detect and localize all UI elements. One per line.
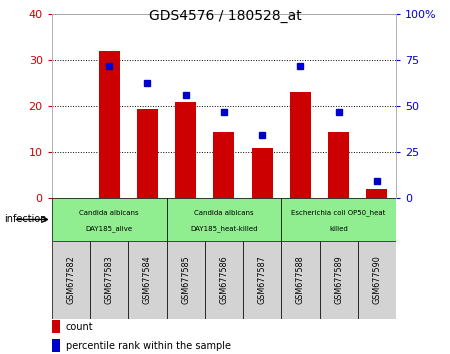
Text: DAY185_heat-killed: DAY185_heat-killed: [190, 225, 257, 232]
Bar: [281, 241, 320, 319]
Text: GSM677584: GSM677584: [143, 255, 152, 304]
Text: killed: killed: [329, 226, 348, 232]
Bar: [328, 132, 349, 198]
Bar: [52, 320, 60, 333]
Bar: [52, 198, 166, 241]
Text: GSM677588: GSM677588: [296, 255, 305, 304]
Bar: [243, 241, 281, 319]
Bar: [290, 92, 311, 198]
Bar: [99, 51, 120, 198]
Text: DAY185_alive: DAY185_alive: [86, 225, 133, 232]
Text: GSM677582: GSM677582: [67, 255, 76, 304]
Text: Candida albicans: Candida albicans: [79, 210, 139, 216]
Bar: [137, 109, 158, 198]
Text: GSM677585: GSM677585: [181, 255, 190, 304]
Bar: [90, 241, 128, 319]
Bar: [358, 241, 396, 319]
Text: GSM677583: GSM677583: [104, 255, 113, 304]
Bar: [320, 241, 358, 319]
Text: count: count: [66, 322, 93, 332]
Bar: [213, 132, 234, 198]
Text: GSM677587: GSM677587: [257, 255, 266, 304]
Bar: [205, 241, 243, 319]
Bar: [166, 198, 281, 241]
Bar: [281, 198, 396, 241]
Bar: [128, 241, 166, 319]
Text: GSM677589: GSM677589: [334, 255, 343, 304]
Bar: [366, 189, 387, 198]
Bar: [166, 241, 205, 319]
Text: GSM677590: GSM677590: [373, 255, 382, 304]
Text: GDS4576 / 180528_at: GDS4576 / 180528_at: [148, 9, 302, 23]
Text: Escherichia coli OP50_heat: Escherichia coli OP50_heat: [292, 210, 386, 217]
Bar: [52, 241, 90, 319]
Text: infection: infection: [4, 215, 47, 224]
Text: percentile rank within the sample: percentile rank within the sample: [66, 341, 230, 350]
Bar: [252, 148, 273, 198]
Text: Candida albicans: Candida albicans: [194, 210, 254, 216]
Bar: [175, 102, 196, 198]
Bar: [52, 339, 60, 352]
Text: GSM677586: GSM677586: [220, 255, 228, 304]
